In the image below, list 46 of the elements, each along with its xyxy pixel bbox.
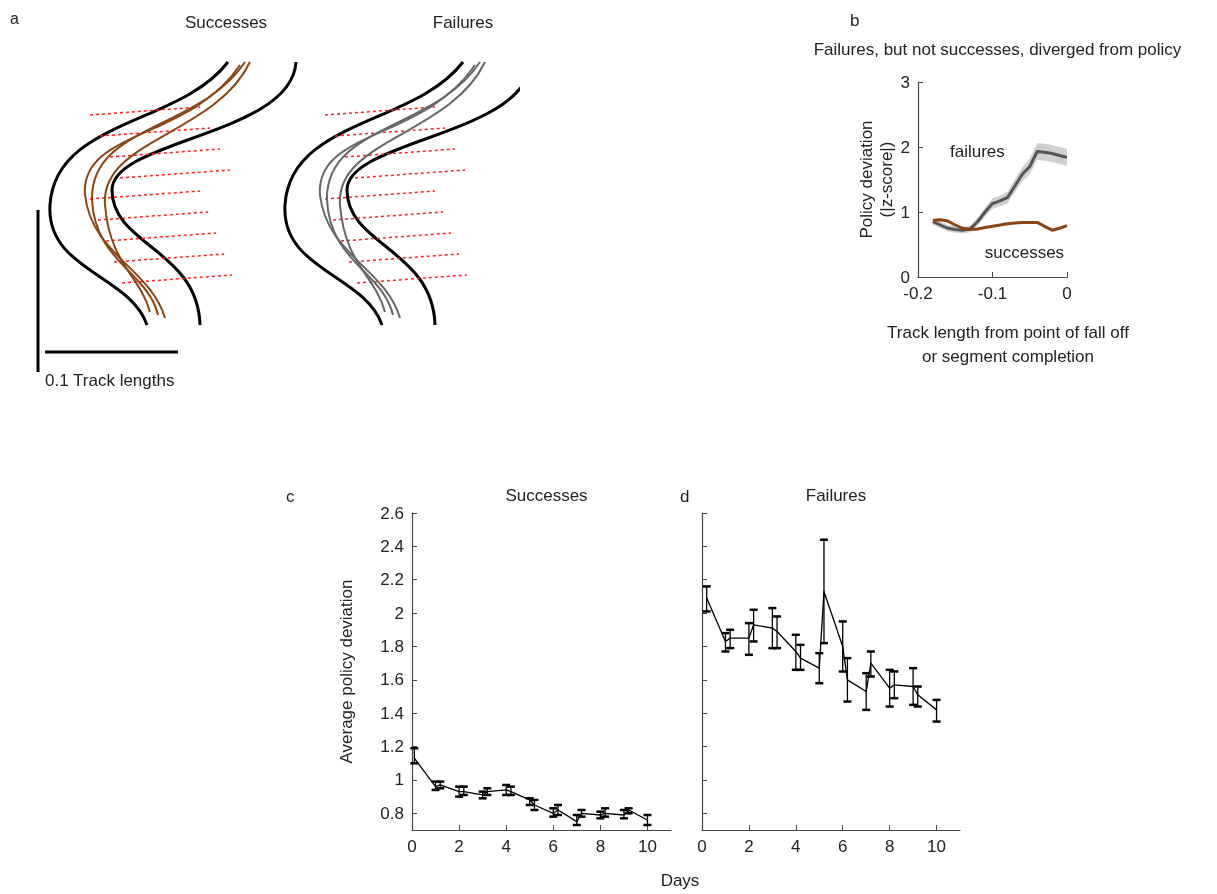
x-tick-label: 0	[1062, 284, 1072, 303]
text: 0.1 Track lengths	[45, 371, 175, 390]
y-tick-label: 1.6	[380, 670, 404, 690]
x-axis-title: Track length from point of fall off or segment completion	[887, 322, 1130, 366]
y-tick-label: 1.8	[380, 636, 404, 656]
x-tick-label: 8	[884, 837, 895, 856]
y-axis-title: Policy deviation (|z-score|)	[856, 120, 896, 239]
x-tick-label: -0.2	[903, 284, 933, 303]
x-tick-label: 4	[501, 837, 511, 856]
text: c	[286, 487, 295, 506]
y-tick-label: 0.8	[380, 803, 404, 823]
y-axis-title: Average policy deviation	[336, 579, 356, 764]
text: Successes	[184, 13, 268, 32]
y-tick-label: 0	[900, 267, 910, 287]
y-tick-label: 1	[394, 770, 404, 790]
text: d	[680, 487, 690, 506]
chart-title: Failures, but not successes, diverged from policy	[813, 40, 1182, 59]
x-tick-label: 6	[837, 837, 848, 856]
x-tick-label: 0	[407, 837, 417, 856]
line-series	[931, 218, 1069, 232]
x-tick-label: 10	[637, 837, 657, 856]
x-tick-label: 10	[927, 837, 947, 856]
y-tick-label: 1	[900, 202, 910, 222]
x-tick-label: -0.1	[977, 284, 1008, 303]
text: a	[10, 10, 19, 27]
y-tick-label: 3	[900, 72, 910, 92]
x-tick-label: 6	[548, 837, 559, 856]
x-tick-label: 2	[744, 837, 754, 856]
y-tick-label: 2	[900, 137, 910, 157]
x-tick-label: 2	[454, 837, 464, 856]
y-tick-label: 2.6	[380, 503, 404, 523]
y-tick-label: 2	[394, 603, 404, 623]
y-tick-label: 1.4	[380, 703, 404, 723]
x-tick-label: 8	[595, 837, 606, 856]
y-tick-label: 1.2	[380, 737, 404, 757]
text: Failures	[432, 13, 494, 32]
series-label: failures	[949, 141, 1005, 161]
y-tick-label: 2.4	[380, 536, 404, 556]
y-tick-label: 2.2	[380, 570, 404, 590]
chart-title: Successes	[505, 486, 588, 505]
x-tick-label: 0	[697, 837, 707, 856]
x-tick-label: 4	[791, 837, 801, 856]
text: b	[850, 11, 860, 30]
series-label: successes	[984, 243, 1065, 263]
x-axis-title: Days	[660, 870, 700, 890]
chart-title: Failures	[805, 486, 867, 505]
